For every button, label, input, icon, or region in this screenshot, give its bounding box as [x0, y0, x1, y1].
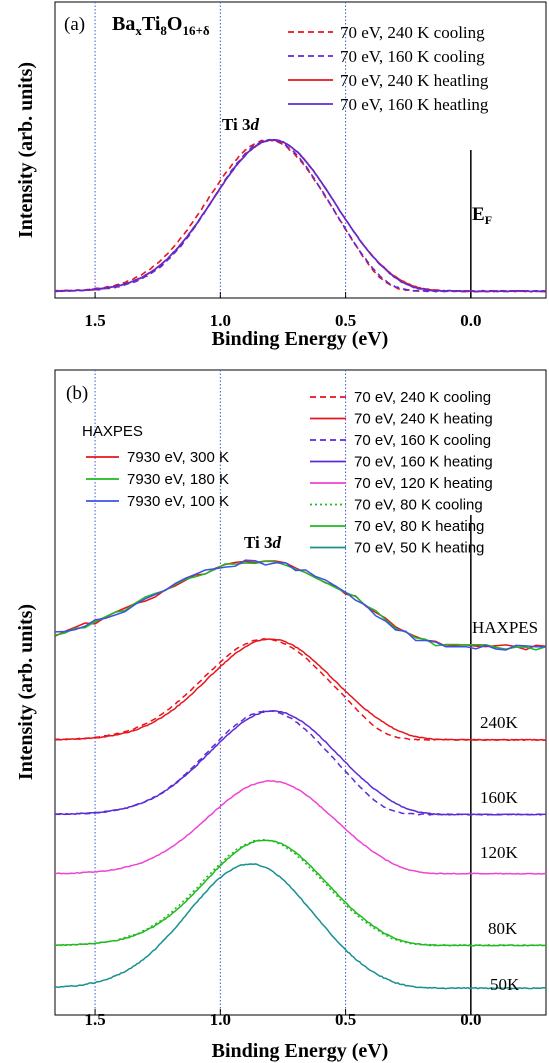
legend-entry-70-ev-240-k-cooling: 70 eV, 240 K cooling — [354, 389, 491, 406]
series-line-70-ev-160-k-heating — [54, 710, 547, 816]
panel-a-x-ticks: 1.5 1.0 0.5 0.0 — [84, 292, 481, 330]
panel-a-frame — [54, 1, 547, 299]
legend-entry-70-ev-160-k-heatling: 70 eV, 160 K heatling — [340, 95, 489, 114]
x-tick-label: 0.5 — [335, 1010, 356, 1029]
panel-b-frame — [54, 369, 547, 1016]
x-tick-label: 0.0 — [460, 311, 481, 330]
series-line-70-ev-160-k-cooling — [54, 709, 547, 816]
x-tick-label: 1.0 — [210, 1010, 231, 1029]
panel-a-y-axis-label: Intensity (arb. units) — [15, 62, 37, 238]
panel-b-peak-label: Ti 3d — [244, 533, 282, 552]
panel-a-curves — [54, 138, 547, 293]
stack-label-haxpes: HAXPES — [472, 618, 538, 637]
haxpes-legend-title: HAXPES — [82, 423, 143, 440]
stack-label-50k: 50K — [490, 975, 520, 994]
series-line-70-ev-120-k-heating — [54, 780, 547, 875]
legend-entry-70-ev-120-k-heating: 70 eV, 120 K heating — [354, 475, 493, 492]
legend-entry-70-ev-160-k-cooling: 70 eV, 160 K cooling — [354, 432, 491, 449]
panel-a-reference-lines — [94, 2, 472, 298]
panel-b-y-axis-label: Intensity (arb. units) — [15, 604, 37, 780]
x-tick-label: 0.5 — [335, 311, 356, 330]
stack-label-120k: 120K — [480, 843, 519, 862]
stack-label-240k: 240K — [480, 713, 519, 732]
series-line-70-ev-240-k-heating — [54, 638, 547, 741]
x-tick-label: 1.5 — [84, 1010, 105, 1029]
stack-label-80k: 80K — [488, 919, 518, 938]
panel-a-compound-title: BaxTi8O16+δ — [112, 13, 210, 38]
legend-entry-70-ev-160-k-cooling: 70 eV, 160 K cooling — [340, 47, 485, 66]
panel-b-haxpes-legend: HAXPES 7930 eV, 300 K 7930 eV, 180 K 7930 e… — [82, 423, 229, 510]
x-tick-label: 0.0 — [460, 1010, 481, 1029]
haxpes-line-7930-ev-100-k — [54, 559, 547, 651]
panel-b-x-axis-label: Binding Energy (eV) — [212, 1040, 389, 1062]
fermi-level-label: EF — [472, 204, 492, 227]
x-tick-label: 1.0 — [210, 311, 231, 330]
series-line-70-ev-50-k-heating — [54, 863, 547, 990]
legend-entry-70-ev-160-k-heating: 70 eV, 160 K heating — [354, 454, 493, 471]
series-line-70-ev-160-k-heatling — [54, 139, 547, 293]
panel-a-label: (a) — [64, 14, 85, 35]
panel-b-stack-labels: HAXPES 240K 160K 120K 80K 50K — [472, 618, 538, 994]
panel-b-reference-lines — [94, 370, 472, 1015]
legend-entry-70-ev-240-k-cooling: 70 eV, 240 K cooling — [340, 23, 485, 42]
legend-entry-70-ev-240-k-heatling: 70 eV, 240 K heatling — [340, 71, 489, 90]
panel-b-curves — [54, 559, 547, 990]
haxpes-legend-entry-7930-ev-180-k: 7930 eV, 180 K — [127, 471, 229, 488]
stack-label-160k: 160K — [480, 788, 519, 807]
haxpes-legend-entry-7930-ev-100-k: 7930 eV, 100 K — [127, 493, 229, 510]
panel-b: 1.5 1.0 0.5 0.0 (b) Ti 3d HAXPES 7930 eV, 30… — [15, 369, 547, 1062]
legend-entry-70-ev-80-k-heating: 70 eV, 80 K heating — [354, 518, 484, 535]
panel-b-legend: 70 eV, 240 K cooling 70 eV, 240 K heating… — [310, 389, 493, 557]
panel-b-label: (b) — [66, 383, 88, 404]
x-tick-label: 1.5 — [84, 311, 105, 330]
legend-entry-70-ev-80-k-cooling: 70 eV, 80 K cooling — [354, 497, 483, 514]
panel-b-x-ticks: 1.5 1.0 0.5 0.0 — [84, 1009, 481, 1029]
series-line-70-ev-80-k-heating — [54, 839, 547, 947]
panel-a-legend: 70 eV, 240 K cooling 70 eV, 160 K cooling… — [288, 23, 489, 114]
panel-a-x-axis-label: Binding Energy (eV) — [212, 328, 389, 350]
legend-entry-70-ev-240-k-heating: 70 eV, 240 K heating — [354, 411, 493, 428]
panel-a: 1.5 1.0 0.5 0.0 (a) BaxTi8O16+δ Ti 3d EF 70… — [15, 1, 547, 350]
panel-a-peak-label: Ti 3d — [222, 115, 260, 134]
haxpes-legend-entry-7930-ev-300-k: 7930 eV, 300 K — [127, 449, 229, 466]
series-line-70-ev-240-k-cooling — [55, 638, 547, 741]
legend-entry-70-ev-50-k-heating: 70 eV, 50 K heating — [354, 540, 484, 557]
